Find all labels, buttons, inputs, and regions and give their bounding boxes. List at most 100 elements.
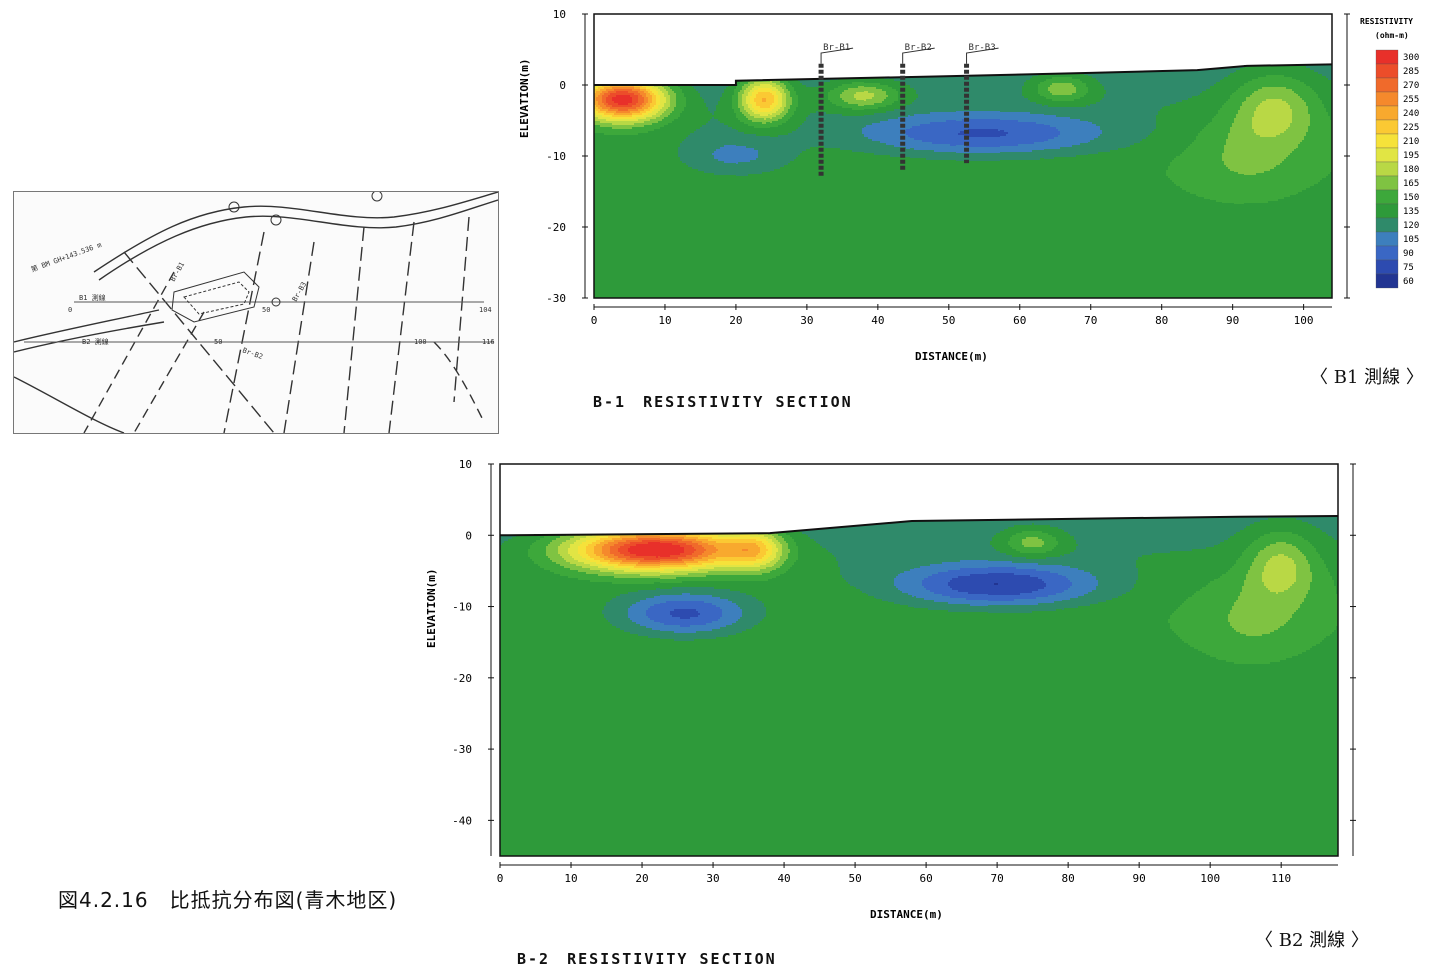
b1-cell bbox=[884, 113, 886, 121]
b1-cell bbox=[962, 75, 964, 111]
b1-cell bbox=[1042, 82, 1044, 96]
b1-cell bbox=[1258, 203, 1260, 298]
b1-cell bbox=[1210, 200, 1212, 298]
b1-cell bbox=[780, 119, 782, 125]
b1-cell bbox=[744, 110, 746, 116]
b2-cell bbox=[736, 567, 738, 571]
b1-cell bbox=[1082, 155, 1084, 298]
b1-cell bbox=[762, 102, 764, 108]
b1-cell bbox=[896, 91, 898, 101]
b1-cell bbox=[640, 105, 642, 109]
b1-cell bbox=[904, 133, 906, 147]
b2-cell bbox=[738, 567, 740, 571]
b2-cell bbox=[600, 542, 602, 558]
b2-cell bbox=[738, 581, 740, 591]
b2-cell bbox=[664, 579, 666, 583]
b1-cell bbox=[854, 88, 856, 94]
b1-cell bbox=[1214, 84, 1216, 116]
b1-cell bbox=[1056, 157, 1058, 298]
b1-cell bbox=[752, 126, 754, 134]
b2-cell bbox=[864, 525, 866, 593]
b1-cell bbox=[762, 84, 764, 88]
b2-cell bbox=[684, 581, 686, 587]
b1-cell bbox=[682, 93, 684, 111]
b1-cell bbox=[622, 113, 624, 115]
borehole-label: Br-B2 bbox=[905, 43, 932, 53]
b2-cell bbox=[944, 596, 946, 602]
b1-cell bbox=[836, 88, 838, 106]
b2-cell bbox=[540, 534, 542, 538]
b2-cell bbox=[710, 537, 712, 541]
b2-cell bbox=[578, 546, 580, 554]
b2-cell bbox=[642, 564, 644, 566]
b1-cell bbox=[628, 119, 630, 121]
b1-cell bbox=[968, 161, 970, 298]
b1-cell bbox=[620, 113, 622, 115]
b2-cell bbox=[922, 608, 924, 856]
b1-cell bbox=[1068, 83, 1070, 95]
b1-cell bbox=[656, 87, 658, 91]
b1-cell bbox=[1264, 171, 1266, 203]
b2-cell bbox=[694, 625, 696, 633]
b2-cell bbox=[948, 570, 950, 582]
b1-cell bbox=[742, 132, 744, 146]
b1-cell bbox=[794, 79, 796, 91]
b2-cell bbox=[740, 539, 742, 543]
b1-cell bbox=[982, 153, 984, 161]
b2-cell bbox=[640, 538, 642, 542]
b2-cell bbox=[590, 566, 592, 570]
b2-cell bbox=[612, 554, 614, 558]
b1-cell bbox=[1052, 127, 1054, 139]
b2-cell bbox=[722, 557, 724, 561]
b2-cell bbox=[952, 578, 954, 590]
b1-cell bbox=[652, 115, 654, 119]
b1-cell bbox=[776, 81, 778, 85]
b1-cell bbox=[1148, 135, 1150, 298]
b2-cell bbox=[748, 575, 750, 581]
b1-cell bbox=[638, 123, 640, 127]
b1-cell bbox=[742, 106, 744, 114]
b2-cell bbox=[592, 558, 594, 562]
b2-cell bbox=[602, 568, 604, 572]
legend-swatch bbox=[1375, 91, 1399, 107]
b2-cell bbox=[622, 536, 624, 538]
b2-cell bbox=[604, 582, 606, 606]
b2-cell bbox=[972, 612, 974, 856]
b1-cell bbox=[1068, 101, 1070, 107]
b1-cell bbox=[702, 125, 704, 171]
b2-cell bbox=[746, 581, 748, 595]
b1-cell bbox=[706, 123, 708, 173]
b2-cell bbox=[746, 565, 748, 567]
b2-cell bbox=[992, 613, 994, 856]
b1-cell bbox=[856, 78, 858, 82]
b2-cell bbox=[920, 598, 922, 608]
b2-cell bbox=[722, 567, 724, 571]
b2-cell bbox=[932, 520, 934, 564]
b1-cell bbox=[638, 127, 640, 133]
b2-cell bbox=[726, 539, 728, 543]
b1-cell bbox=[1282, 75, 1284, 87]
b1-cell bbox=[772, 83, 774, 87]
b2-cell bbox=[686, 555, 688, 559]
b1-cell bbox=[1030, 78, 1032, 102]
b1-cell bbox=[812, 147, 814, 298]
b1-cell bbox=[844, 90, 846, 102]
b1-cell bbox=[1066, 77, 1068, 83]
b1-cell bbox=[1256, 65, 1258, 79]
b2-cell bbox=[938, 594, 940, 602]
b2-cell bbox=[780, 536, 782, 544]
b2-cell bbox=[672, 631, 674, 639]
b2-cell bbox=[686, 561, 688, 563]
b2-cell bbox=[618, 628, 620, 856]
b1-cell bbox=[854, 116, 856, 152]
b1-cell bbox=[726, 145, 728, 163]
b1-cell bbox=[880, 155, 882, 298]
b1-cell bbox=[840, 106, 842, 114]
b1-cell bbox=[1236, 172, 1238, 204]
b2-cell bbox=[588, 544, 590, 556]
b1-cell bbox=[1028, 144, 1030, 152]
b1-cell bbox=[652, 107, 654, 111]
b1-cell bbox=[1014, 120, 1016, 146]
b2-cell bbox=[696, 577, 698, 581]
b1-cell bbox=[762, 82, 764, 84]
